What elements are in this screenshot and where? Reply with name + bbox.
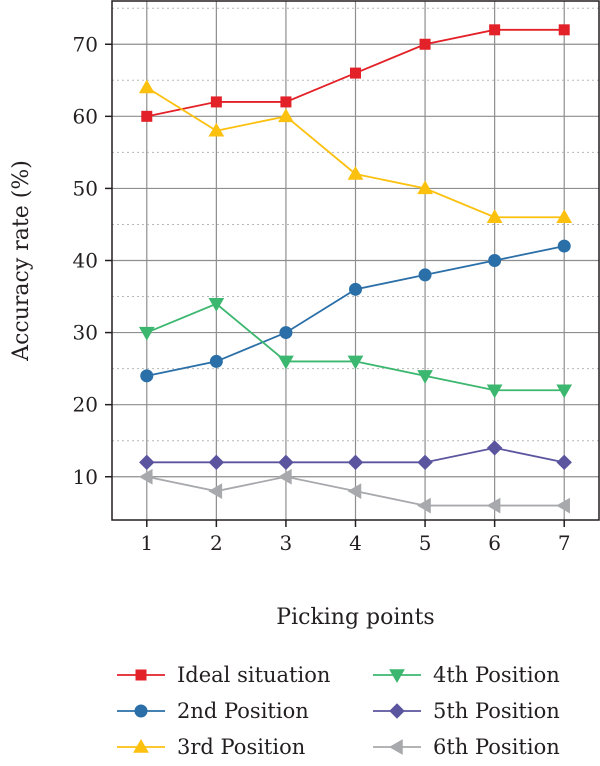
legend-label: 2nd Position xyxy=(177,699,309,723)
data-point xyxy=(278,454,294,471)
data-point xyxy=(556,384,573,399)
y-tick-label: 70 xyxy=(73,32,98,56)
x-tick-label: 4 xyxy=(349,531,362,555)
data-point xyxy=(556,454,572,471)
legend-marker xyxy=(389,703,405,719)
y-axis-label: Accuracy rate (%) xyxy=(9,160,34,362)
x-tick-label: 7 xyxy=(558,531,571,555)
legend-item: 3rd Position xyxy=(117,735,305,759)
data-point xyxy=(208,454,225,471)
data-point xyxy=(139,454,155,471)
data-point xyxy=(208,483,223,500)
y-tick-label: 30 xyxy=(73,321,98,345)
data-point xyxy=(279,326,293,340)
data-point xyxy=(278,355,294,370)
series-3 xyxy=(138,79,573,223)
series-layer xyxy=(138,24,573,514)
data-point xyxy=(347,355,364,370)
legend-label: 3rd Position xyxy=(177,735,305,759)
data-point xyxy=(558,24,570,36)
series-2 xyxy=(140,239,571,383)
data-point xyxy=(417,180,433,195)
data-point xyxy=(349,282,362,296)
y-tick-label: 60 xyxy=(73,104,98,128)
legend-item: 2nd Position xyxy=(117,699,309,723)
data-point xyxy=(347,483,362,500)
grid xyxy=(112,1,599,520)
x-tick-label: 3 xyxy=(280,531,293,555)
data-point xyxy=(350,67,361,79)
data-point xyxy=(486,440,503,456)
data-point xyxy=(141,110,153,122)
data-point xyxy=(419,38,431,50)
data-point xyxy=(140,369,154,383)
y-tick-label: 50 xyxy=(73,176,98,200)
legend-label: 6th Position xyxy=(433,735,560,759)
data-point xyxy=(417,497,431,514)
data-point xyxy=(280,96,292,108)
data-point xyxy=(488,254,502,267)
data-point xyxy=(347,454,364,471)
data-point xyxy=(277,468,292,485)
data-point xyxy=(138,79,155,94)
y-tick-label: 10 xyxy=(73,465,98,489)
x-tick-label: 1 xyxy=(140,531,153,555)
data-point xyxy=(347,165,364,180)
series-4 xyxy=(138,298,573,399)
data-point xyxy=(556,209,573,223)
legend-label: Ideal situation xyxy=(177,663,330,687)
series-6 xyxy=(138,468,570,514)
legend-marker xyxy=(388,739,403,755)
axis-ticks: 1 2 3 4 5 6 7 10 20 30 40 50 60 70 xyxy=(73,32,571,555)
legend-label: 5th Position xyxy=(433,699,560,723)
data-point xyxy=(557,239,571,253)
data-point xyxy=(417,370,433,384)
legend: Ideal situation 2nd Position 3rd Position 4… xyxy=(117,663,560,759)
data-point xyxy=(417,454,433,471)
x-tick-label: 6 xyxy=(488,531,501,555)
data-point xyxy=(138,468,153,485)
data-point xyxy=(209,354,223,368)
legend-item: 5th Position xyxy=(373,699,560,723)
legend-marker xyxy=(389,669,405,684)
data-point xyxy=(418,268,432,282)
data-point xyxy=(138,326,155,341)
legend-marker xyxy=(134,704,148,718)
data-point xyxy=(486,384,503,399)
series-1 xyxy=(141,24,570,122)
data-point xyxy=(556,497,570,514)
data-point xyxy=(489,24,501,36)
series-5 xyxy=(139,440,572,471)
legend-item: 6th Position xyxy=(373,735,560,759)
legend-item: Ideal situation xyxy=(117,663,330,687)
legend-marker xyxy=(133,738,149,753)
data-point xyxy=(278,108,294,123)
legend-marker xyxy=(135,669,147,681)
y-tick-label: 20 xyxy=(73,393,98,417)
legend-item: 4th Position xyxy=(373,663,560,687)
data-point xyxy=(486,209,503,223)
x-tick-label: 5 xyxy=(419,531,432,555)
data-point xyxy=(210,96,222,108)
data-point xyxy=(208,298,225,312)
x-tick-label: 2 xyxy=(210,531,223,555)
x-axis-label: Picking points xyxy=(276,605,434,630)
data-point xyxy=(208,122,225,137)
data-point xyxy=(486,497,501,514)
legend-label: 4th Position xyxy=(433,663,560,687)
y-tick-label: 40 xyxy=(73,249,98,273)
